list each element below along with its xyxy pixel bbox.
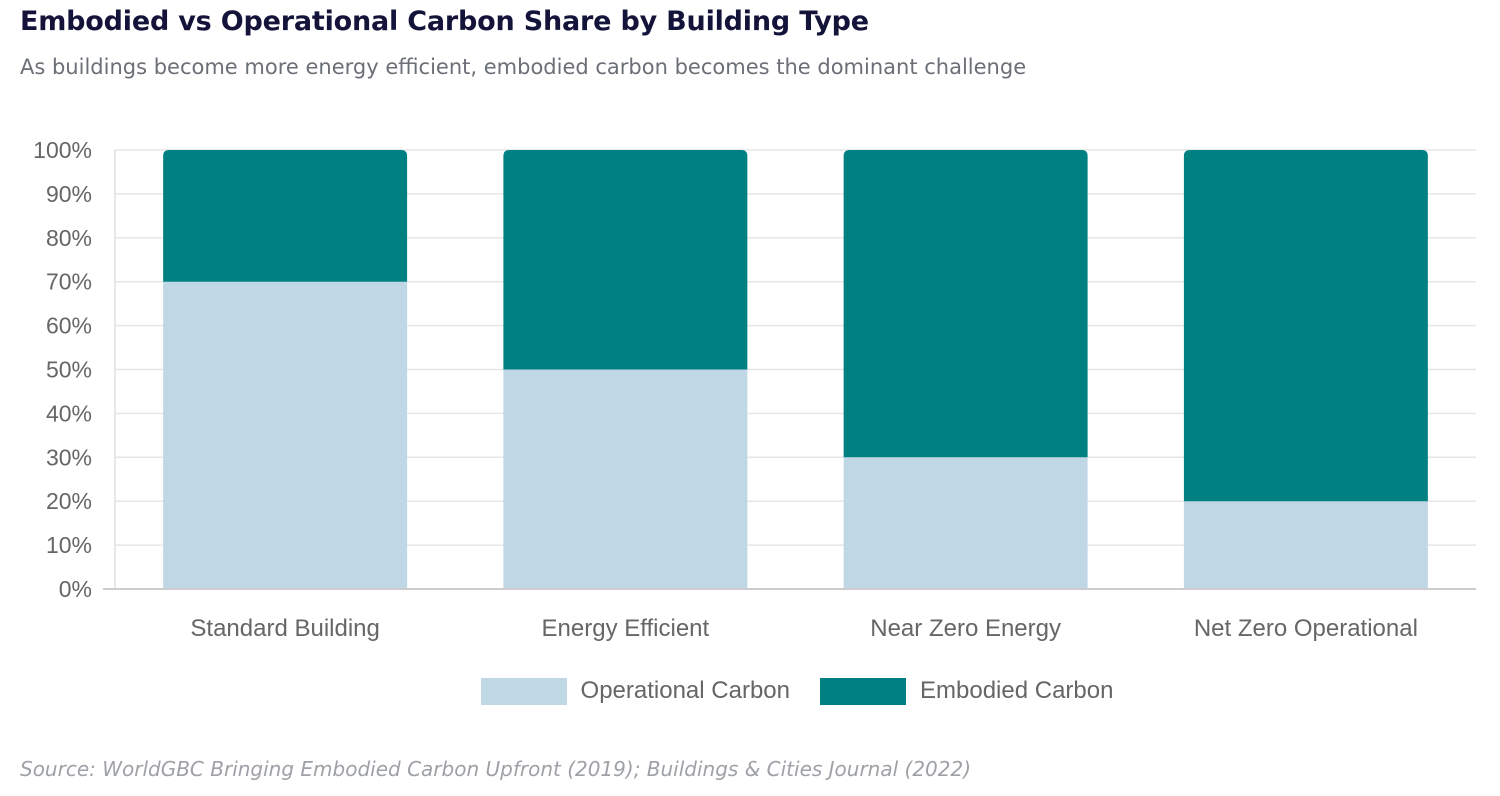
- bar-embodied-carbon-energy-efficient[interactable]: [503, 150, 748, 370]
- bars: [163, 150, 1428, 589]
- y-axis-ticks: 0% 10% 20% 30% 40% 50% 60% 70% 80% 90% 100%: [33, 137, 92, 602]
- legend-swatch-operational-carbon: [480, 677, 567, 705]
- bar-embodied-carbon-net-zero-operational[interactable]: [1183, 150, 1428, 502]
- bar-embodied-carbon-near-zero-energy[interactable]: [843, 150, 1088, 458]
- y-tick-label: 60%: [46, 313, 92, 339]
- y-tick-label: 40%: [46, 400, 92, 426]
- bar-operational-carbon-net-zero-operational[interactable]: [1183, 501, 1428, 589]
- chart-legend: Operational Carbon Embodied Carbon: [47, 677, 1500, 705]
- y-tick-label: 50%: [46, 357, 92, 383]
- x-category-label: Energy Efficient: [542, 615, 710, 642]
- y-tick-label: 20%: [46, 488, 92, 514]
- x-category-label: Standard Building: [190, 615, 379, 642]
- chart-title: Embodied vs Operational Carbon Share by …: [20, 6, 869, 37]
- bar-operational-carbon-standard-building[interactable]: [163, 281, 408, 589]
- axes: [103, 150, 1476, 590]
- stacked-bar-chart: 0% 10% 20% 30% 40% 50% 60% 70% 80% 90% 100% Standa…: [33, 137, 1476, 642]
- chart-subtitle: As buildings become more energy efficien…: [20, 55, 1027, 79]
- legend-item-operational-carbon[interactable]: Operational Carbon: [480, 677, 790, 705]
- y-tick-label: 100%: [33, 137, 92, 163]
- x-axis-labels: Standard Building Energy Efficient Near Ze…: [190, 615, 1418, 642]
- y-tick-label: 70%: [46, 269, 92, 295]
- y-tick-label: 10%: [46, 532, 92, 558]
- legend-label-embodied-carbon: Embodied Carbon: [920, 677, 1114, 704]
- y-tick-label: 80%: [46, 225, 92, 251]
- x-category-label: Near Zero Energy: [870, 615, 1061, 642]
- bar-operational-carbon-energy-efficient[interactable]: [503, 369, 748, 590]
- bar-operational-carbon-near-zero-energy[interactable]: [843, 457, 1088, 589]
- bar-embodied-carbon-standard-building[interactable]: [163, 150, 408, 282]
- source-note: Source: WorldGBC Bringing Embodied Carbo…: [20, 757, 972, 781]
- legend-item-embodied-carbon[interactable]: Embodied Carbon: [820, 677, 1113, 705]
- y-tick-label: 30%: [46, 444, 92, 470]
- y-tick-label: 90%: [46, 181, 92, 207]
- y-tick-label: 0%: [59, 576, 92, 602]
- legend-swatch-embodied-carbon: [820, 677, 906, 705]
- legend-label-operational-carbon: Operational Carbon: [580, 677, 790, 704]
- x-category-label: Net Zero Operational: [1194, 615, 1418, 642]
